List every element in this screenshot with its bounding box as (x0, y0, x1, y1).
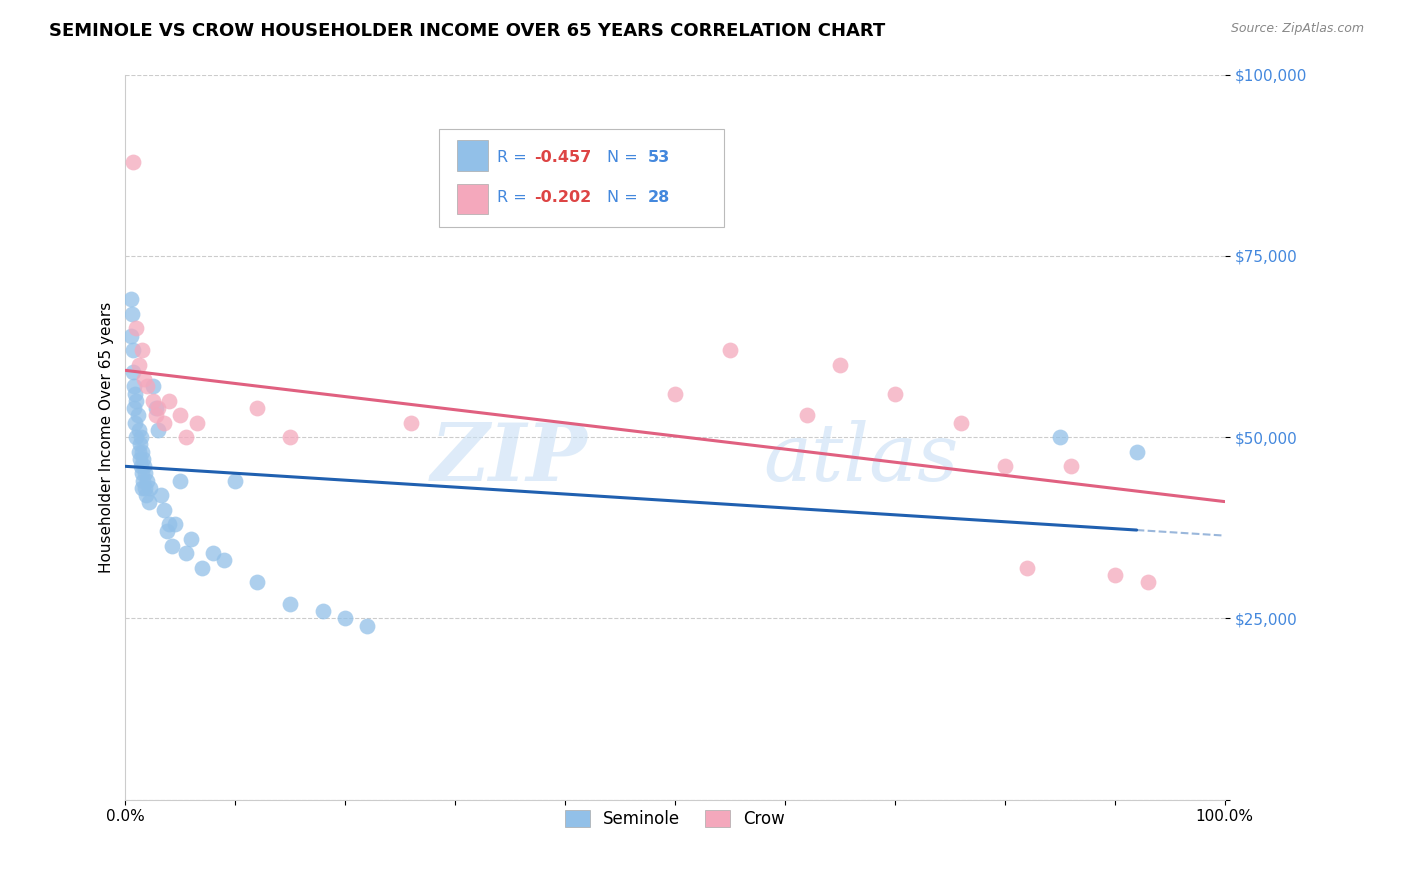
Point (128, 444, 150, 458)
Point (214, 553, 236, 567)
Text: ZIP: ZIP (430, 420, 588, 498)
Point (125, 393, 148, 408)
Point (1060, 458, 1083, 473)
Point (129, 430, 152, 444)
Point (174, 546, 197, 560)
Point (128, 423, 150, 437)
Point (312, 604, 335, 618)
Text: N =: N = (607, 190, 643, 205)
Point (191, 560, 214, 574)
Text: -0.457: -0.457 (534, 151, 592, 165)
Point (664, 386, 686, 401)
Point (224, 474, 246, 488)
Point (356, 618, 378, 632)
Text: N =: N = (607, 151, 643, 165)
Text: R =: R = (496, 151, 531, 165)
FancyBboxPatch shape (457, 184, 488, 214)
Point (120, 293, 142, 307)
Point (163, 516, 186, 531)
Point (131, 481, 153, 495)
Point (128, 437, 150, 451)
Point (132, 474, 155, 488)
Point (145, 409, 167, 423)
Point (145, 401, 167, 415)
Text: R =: R = (496, 190, 531, 205)
Point (246, 574, 269, 589)
Point (136, 379, 159, 393)
Point (159, 516, 181, 531)
Text: atlas: atlas (763, 420, 959, 498)
Point (1125, 444, 1147, 458)
Point (828, 358, 851, 372)
Point (142, 393, 165, 408)
Point (159, 393, 181, 408)
Point (135, 488, 157, 502)
Point (148, 423, 170, 437)
Point (169, 409, 191, 423)
Text: 53: 53 (648, 151, 669, 165)
Point (796, 409, 818, 423)
Y-axis label: Householder Income Over 65 years: Householder Income Over 65 years (100, 301, 114, 573)
Point (1136, 574, 1159, 589)
Point (202, 546, 225, 560)
Point (134, 458, 156, 473)
Point (122, 154, 145, 169)
Point (994, 458, 1017, 473)
Point (125, 430, 148, 444)
Point (124, 386, 146, 401)
Point (122, 343, 145, 357)
Point (149, 488, 172, 502)
Point (134, 372, 156, 386)
Point (186, 416, 208, 430)
Point (120, 328, 142, 343)
FancyBboxPatch shape (439, 129, 724, 227)
Point (148, 401, 170, 415)
Point (335, 611, 357, 625)
Point (122, 379, 145, 393)
Point (122, 401, 145, 415)
Point (949, 416, 972, 430)
Text: 28: 28 (648, 190, 669, 205)
Point (278, 430, 301, 444)
Legend: Seminole, Crow: Seminole, Crow (558, 803, 792, 835)
Point (131, 343, 153, 357)
Point (138, 495, 160, 509)
Text: Source: ZipAtlas.com: Source: ZipAtlas.com (1230, 22, 1364, 36)
Point (1104, 567, 1126, 582)
Text: SEMINOLE VS CROW HOUSEHOLDER INCOME OVER 65 YEARS CORRELATION CHART: SEMINOLE VS CROW HOUSEHOLDER INCOME OVER… (49, 22, 886, 40)
Point (153, 416, 176, 430)
Point (121, 307, 143, 321)
FancyBboxPatch shape (457, 140, 488, 170)
Point (142, 379, 165, 393)
Point (128, 451, 150, 466)
Point (399, 416, 422, 430)
Point (169, 474, 191, 488)
Point (174, 430, 197, 444)
Point (127, 409, 149, 423)
Point (134, 481, 156, 495)
Point (124, 416, 146, 430)
Point (160, 539, 183, 553)
Point (1015, 560, 1038, 574)
Point (883, 386, 905, 401)
Point (129, 458, 152, 473)
Point (131, 444, 153, 458)
Point (125, 321, 148, 335)
Point (156, 524, 179, 539)
Point (180, 532, 202, 546)
Point (718, 343, 741, 357)
Point (136, 474, 159, 488)
Point (246, 401, 269, 415)
Text: -0.202: -0.202 (534, 190, 592, 205)
Point (122, 365, 145, 379)
Point (132, 451, 155, 466)
Point (153, 502, 176, 516)
Point (138, 481, 160, 495)
Point (278, 597, 301, 611)
Point (1049, 430, 1071, 444)
Point (134, 467, 156, 481)
Point (128, 358, 150, 372)
Point (131, 467, 153, 481)
